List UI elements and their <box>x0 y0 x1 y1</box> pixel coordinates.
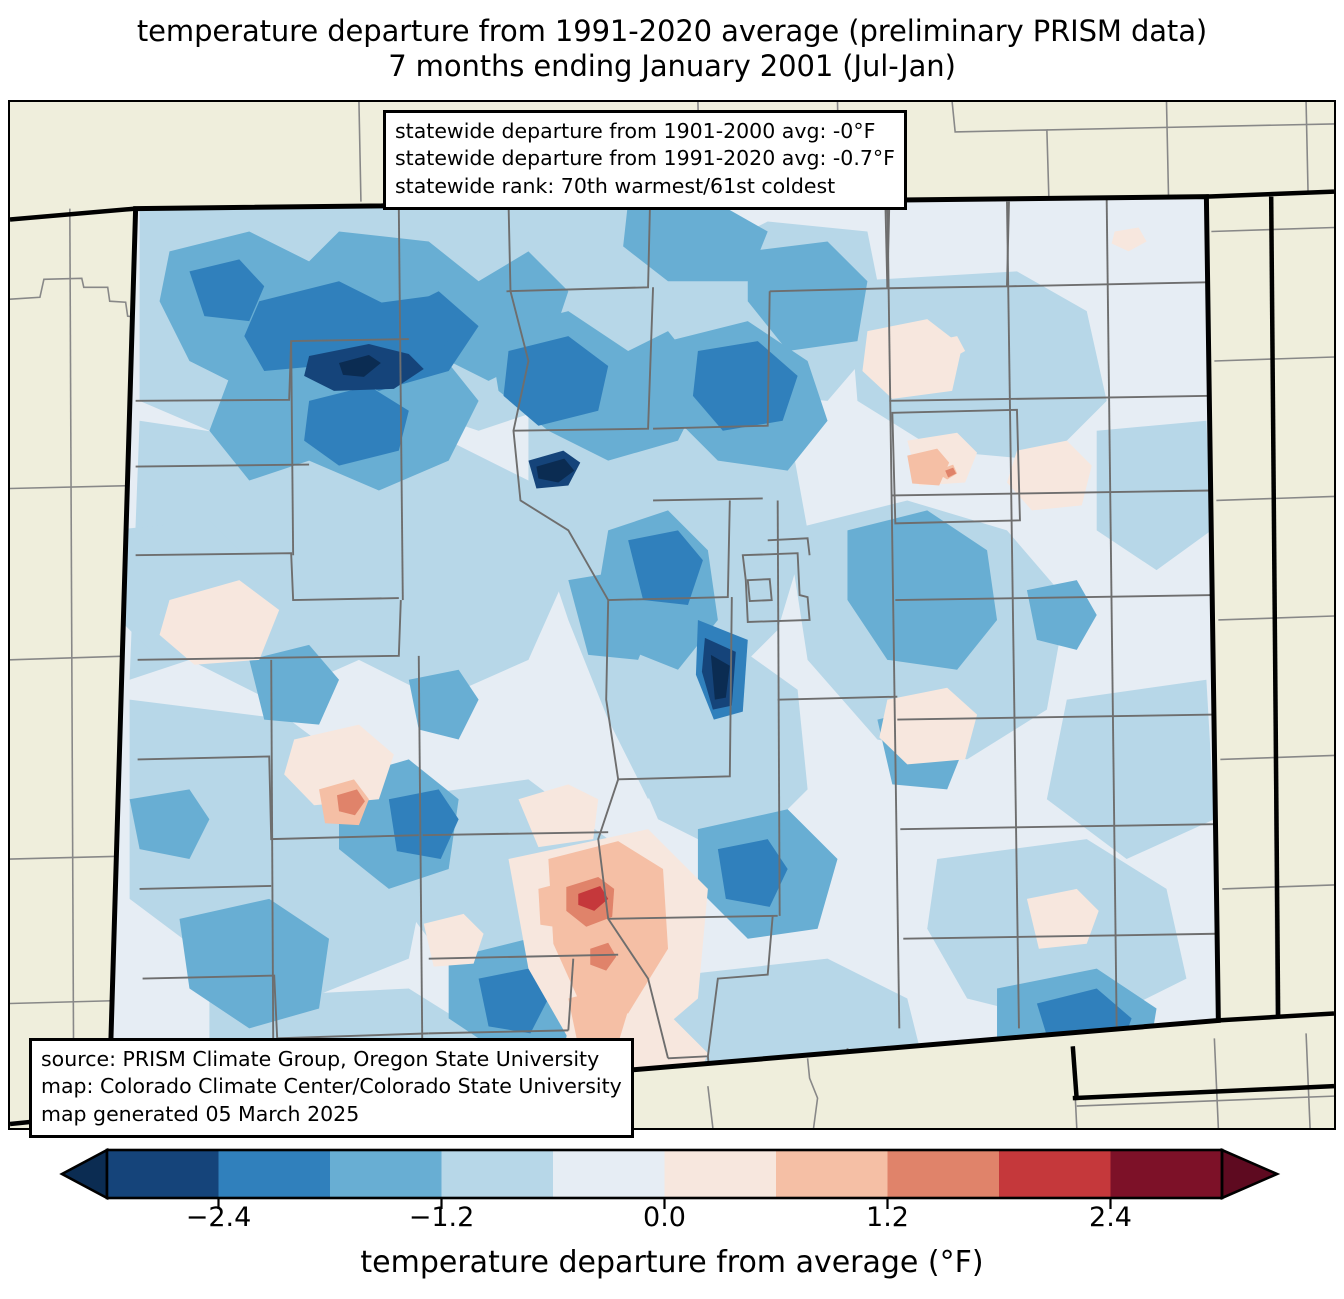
colorbar-tick-label: 0.0 <box>643 1202 686 1233</box>
colorbar-cell <box>664 1150 777 1198</box>
source-line-2: map: Colorado Climate Center/Colorado St… <box>41 1074 622 1099</box>
temperature-contour-field <box>108 196 1219 1115</box>
title-line-2: 7 months ending January 2001 (Jul-Jan) <box>388 49 956 84</box>
colorbar-cell <box>441 1150 554 1198</box>
colorbar-cell <box>330 1150 443 1198</box>
colorbar-tick-label: −2.4 <box>185 1202 252 1233</box>
page-title: temperature departure from 1991-2020 ave… <box>0 14 1344 85</box>
map-canvas <box>8 100 1336 1130</box>
stat-line-1: statewide departure from 1901-2000 avg: … <box>395 119 876 143</box>
neighboring-state-outlines <box>10 189 1334 1127</box>
colorbar-under-arrow <box>59 1147 109 1201</box>
source-line-1: source: PRISM Climate Group, Oregon Stat… <box>41 1047 600 1071</box>
colorbar: −2.4 −1.2 0.0 1.2 2.4 temperature departure … <box>0 1142 1344 1299</box>
title-line-1: temperature departure from 1991-2020 ave… <box>136 14 1208 48</box>
colorbar-cell <box>107 1150 220 1198</box>
source-line-3: map generated 05 March 2025 <box>41 1101 360 1126</box>
colorbar-cell <box>218 1150 331 1198</box>
colorbar-cell <box>999 1150 1112 1198</box>
colorbar-tick-label: 1.2 <box>866 1202 909 1233</box>
source-credit-box: source: PRISM Climate Group, Oregon Stat… <box>29 1038 634 1138</box>
stat-line-2: statewide departure from 1991-2020 avg: … <box>395 146 895 171</box>
colorbar-tick-label: −1.2 <box>408 1202 475 1233</box>
colorbar-cell <box>887 1150 1000 1198</box>
colorbar-cell <box>776 1150 889 1198</box>
colorbar-tick-label: 2.4 <box>1089 1202 1132 1233</box>
colorbar-swatches <box>59 1147 1281 1209</box>
colorado-temperature-departure-map <box>10 102 1334 1128</box>
colorbar-cell <box>553 1150 666 1198</box>
stat-line-3: statewide rank: 70th warmest/61st coldes… <box>395 173 836 198</box>
statewide-stats-box: statewide departure from 1901-2000 avg: … <box>383 110 907 210</box>
colorbar-cell <box>1110 1150 1223 1198</box>
colorbar-axis-label: temperature departure from average (°F) <box>360 1245 984 1280</box>
colorbar-over-arrow <box>1220 1148 1281 1200</box>
